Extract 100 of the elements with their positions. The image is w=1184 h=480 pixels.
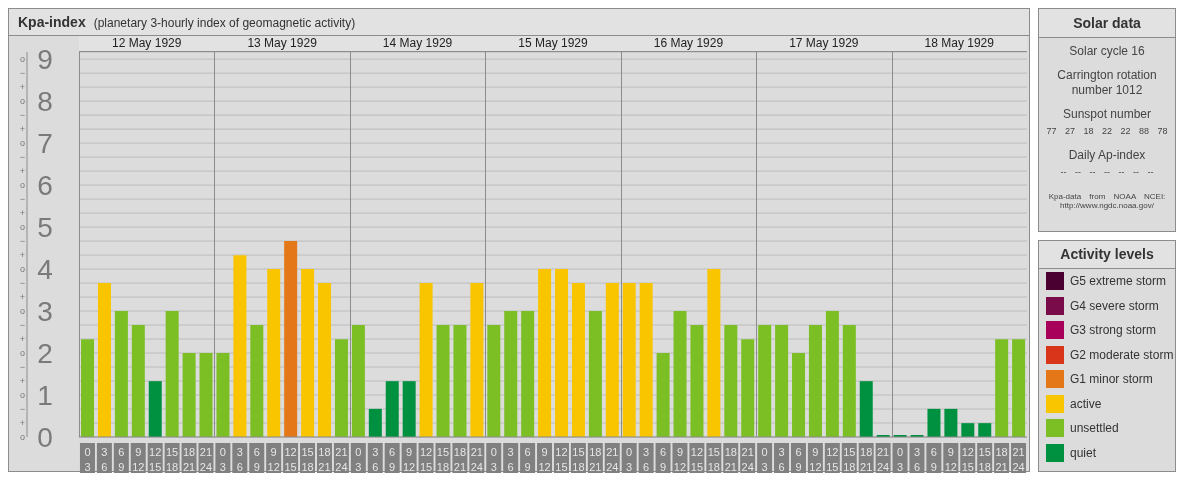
text: − bbox=[19, 152, 25, 163]
text: 77 27 18 22 22 88 78 bbox=[1045, 125, 1169, 137]
legend-label: unsettled bbox=[1070, 421, 1119, 436]
x-tick-label: 18 21 bbox=[860, 446, 873, 473]
text: + bbox=[19, 376, 25, 387]
x-tick-label: 6 9 bbox=[389, 446, 396, 473]
y-tick-label: 3 bbox=[37, 296, 53, 328]
x-tick-label: 0 3 bbox=[219, 446, 226, 473]
x-tick-label: 9 12 bbox=[402, 446, 416, 473]
y-tick-label: 2 bbox=[37, 338, 53, 370]
text: o bbox=[19, 306, 25, 317]
text: − bbox=[19, 110, 25, 121]
x-tick-label: 15 18 bbox=[572, 446, 585, 473]
x-tick-label: 21 24 bbox=[606, 446, 619, 473]
x-tick-label: 21 24 bbox=[470, 446, 483, 473]
x-tick-label: 12 15 bbox=[826, 446, 839, 473]
x-tick-label: 12 15 bbox=[419, 446, 433, 473]
text: + bbox=[19, 418, 25, 429]
text: Solar cycle 16 bbox=[1068, 44, 1146, 59]
text: 17 May 1929 bbox=[756, 36, 892, 52]
x-tick-label: 6 9 bbox=[659, 446, 667, 473]
text: + bbox=[19, 208, 25, 219]
x-tick-label: 15 18 bbox=[707, 446, 720, 473]
text: o bbox=[19, 348, 25, 359]
text: Daily Ap-index bbox=[1067, 148, 1147, 163]
text: 14 May 1929 bbox=[349, 36, 486, 52]
text: + bbox=[19, 292, 25, 303]
x-tick-label: 0 3 bbox=[896, 446, 904, 473]
text: o bbox=[19, 138, 25, 149]
legend-label: quiet bbox=[1070, 445, 1097, 460]
y-tick-label: 1 bbox=[37, 380, 53, 412]
legend-label: G1 minor storm bbox=[1070, 372, 1153, 387]
y-tick-label: 4 bbox=[37, 254, 53, 286]
text: o bbox=[19, 264, 25, 275]
x-tick-label: 6 9 bbox=[253, 446, 260, 473]
x-tick-label: 9 12 bbox=[673, 446, 687, 473]
x-tick-label: 12 15 bbox=[961, 446, 974, 473]
x-tick-label: 15 18 bbox=[165, 446, 179, 473]
x-tick-label: 12 15 bbox=[690, 446, 704, 473]
x-tick-label: 0 3 bbox=[84, 446, 91, 473]
x-tick-label: 6 9 bbox=[524, 446, 531, 473]
y-tick-label: 6 bbox=[37, 170, 53, 202]
text: 12 May 1929 bbox=[79, 36, 215, 52]
legend-label: active bbox=[1070, 396, 1102, 411]
x-tick-label: 21 24 bbox=[741, 446, 754, 473]
x-tick-label: 9 12 bbox=[267, 446, 280, 473]
text: + bbox=[19, 82, 25, 93]
x-tick-label: 18 21 bbox=[589, 446, 602, 473]
text: − bbox=[19, 320, 25, 331]
x-tick-label: 3 6 bbox=[507, 446, 514, 473]
x-tick-label: 3 6 bbox=[778, 446, 785, 473]
x-tick-label: 3 6 bbox=[236, 446, 243, 473]
x-tick-label: 12 15 bbox=[149, 446, 162, 473]
x-tick-label: 18 21 bbox=[182, 446, 196, 473]
x-tick-label: 3 6 bbox=[913, 446, 921, 473]
text: Solar data bbox=[1039, 9, 1175, 38]
x-tick-label: 18 21 bbox=[724, 446, 737, 473]
x-tick-label: 18 21 bbox=[318, 446, 331, 473]
text: Sunspot number bbox=[1061, 107, 1153, 122]
text: o bbox=[19, 180, 25, 191]
x-tick-label: 21 24 bbox=[876, 446, 890, 473]
text: − bbox=[19, 362, 25, 373]
y-tick-label: 0 bbox=[37, 422, 53, 453]
x-tick-label: 6 9 bbox=[118, 446, 125, 473]
text: 18 May 1929 bbox=[891, 36, 1027, 52]
text: 13 May 1929 bbox=[214, 36, 350, 52]
text: o bbox=[19, 390, 25, 401]
x-tick-label: 18 21 bbox=[995, 446, 1008, 473]
x-tick-label: 15 18 bbox=[978, 446, 991, 473]
text: Kpa-data from NOAA NCEI: http://www.ngdc.noaa.gov/ bbox=[1047, 191, 1167, 211]
x-tick-label: 15 18 bbox=[843, 446, 856, 473]
legend-label: G2 moderate storm bbox=[1070, 347, 1174, 362]
x-tick-label: 3 6 bbox=[372, 446, 379, 473]
x-tick-label: 15 18 bbox=[436, 446, 450, 473]
text: + bbox=[19, 250, 25, 261]
text: + bbox=[19, 334, 25, 345]
x-tick-label: 0 3 bbox=[490, 446, 497, 473]
x-tick-label: 18 21 bbox=[453, 446, 467, 473]
text: Carrington rotation number 1012 bbox=[1056, 68, 1158, 98]
text: − bbox=[19, 404, 25, 415]
x-tick-label: 6 9 bbox=[930, 446, 937, 473]
text: + bbox=[19, 166, 25, 177]
x-tick-label: 15 18 bbox=[301, 446, 314, 473]
x-tick-label: 9 12 bbox=[538, 446, 551, 473]
text: − bbox=[19, 194, 25, 205]
chart-title: Kpa-index bbox=[18, 14, 86, 30]
legend-label: G4 severe storm bbox=[1070, 298, 1159, 313]
legend-label: G3 strong storm bbox=[1070, 323, 1157, 338]
x-tick-label: 9 12 bbox=[944, 446, 957, 473]
y-tick-label: 7 bbox=[37, 128, 53, 160]
text: 15 May 1929 bbox=[485, 36, 621, 52]
x-tick-label: 21 24 bbox=[1012, 446, 1025, 473]
y-tick-label: 5 bbox=[37, 212, 53, 244]
x-tick-label: 3 6 bbox=[101, 446, 108, 473]
legend-label: G5 extreme storm bbox=[1070, 274, 1167, 289]
text: o bbox=[19, 54, 25, 65]
text: − bbox=[19, 236, 25, 247]
x-tick-label: 21 24 bbox=[335, 446, 348, 473]
text: − bbox=[19, 68, 25, 79]
x-tick-label: 9 12 bbox=[132, 446, 145, 473]
